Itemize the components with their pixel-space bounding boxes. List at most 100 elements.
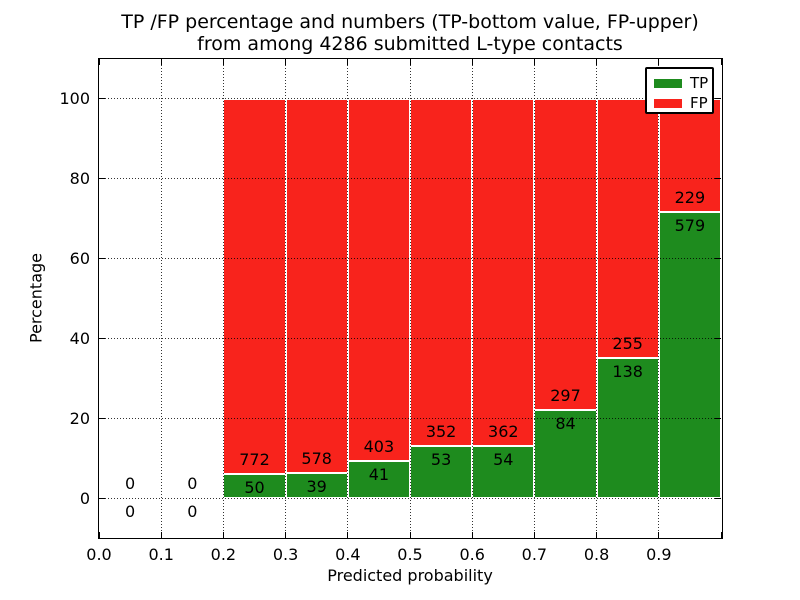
x-tick-label: 0.1: [148, 545, 174, 564]
y-tick-mark: [99, 178, 105, 180]
bar-segment-fp: [347, 98, 410, 462]
fp-count-label: 0: [125, 474, 136, 494]
bar-segment-tp: [410, 445, 473, 499]
tp-count-label: 39: [306, 476, 327, 496]
bar-segment-tp: [534, 410, 597, 499]
y-tick-label: 100: [59, 89, 90, 109]
x-tick-mark-top: [160, 59, 162, 65]
gridline-vertical: [160, 59, 162, 538]
x-tick-label: 0.8: [583, 545, 610, 564]
tp-count-label: 84: [555, 414, 576, 434]
x-tick-mark-top: [533, 59, 535, 65]
tp-count-label: 54: [493, 450, 514, 470]
x-tick-mark: [409, 532, 411, 538]
gridline-vertical: [222, 59, 224, 538]
fp-count-label: 772: [239, 449, 270, 469]
x-tick-mark-top: [347, 59, 349, 65]
fp-count-label: 403: [363, 437, 395, 457]
y-tick-mark: [99, 417, 105, 419]
bar-segment-tp: [285, 472, 348, 499]
gridline-horizontal: [99, 337, 721, 339]
y-tick-mark-right: [715, 337, 721, 339]
x-tick-label: 0.5: [397, 545, 423, 564]
y-tick-mark-right: [715, 417, 721, 419]
fp-count-label: 578: [301, 448, 332, 468]
x-tick-mark-top: [409, 59, 411, 65]
x-tick-mark: [720, 532, 722, 538]
bar-segment-tp: [347, 461, 410, 499]
chart-title-line1: TP /FP percentage and numbers (TP-bottom…: [121, 11, 699, 33]
gridline-vertical: [347, 59, 349, 538]
y-tick-mark: [99, 258, 105, 260]
fp-count-label: 229: [674, 188, 706, 208]
x-tick-mark: [533, 532, 535, 538]
fp-count-label: 0: [187, 474, 198, 494]
y-tick-label: 20: [69, 408, 90, 428]
y-tick-mark-right: [715, 258, 721, 260]
x-tick-mark: [658, 532, 660, 538]
fp-count-label: 255: [612, 333, 643, 353]
x-tick-mark-top: [285, 59, 287, 65]
fp-count-label: 297: [550, 386, 581, 406]
gridline-horizontal: [99, 258, 721, 260]
y-tick-mark-right: [715, 178, 721, 180]
legend-tp-label: TP: [690, 73, 709, 92]
bar-segment-fp: [410, 98, 473, 446]
gridline-vertical: [285, 59, 287, 538]
x-tick-mark: [222, 532, 224, 538]
bar-segment-tp: [223, 473, 286, 499]
gridline-horizontal: [99, 98, 721, 100]
x-tick-mark-top: [98, 59, 100, 65]
y-tick-mark: [99, 497, 105, 499]
bar-segment-fp: [472, 98, 535, 447]
gridline-vertical: [596, 59, 598, 538]
gridline-vertical: [658, 59, 660, 538]
x-tick-mark-top: [471, 59, 473, 65]
tp-count-label: 41: [368, 465, 390, 485]
x-tick-label: 0.9: [646, 545, 672, 564]
x-tick-label: 0.7: [521, 545, 548, 564]
x-axis-label: Predicted probability: [327, 566, 493, 585]
gridline-vertical: [471, 59, 473, 538]
x-tick-label: 0.2: [210, 545, 237, 564]
bar-segment-tp: [658, 212, 721, 499]
x-tick-label: 0.4: [335, 545, 361, 564]
y-tick-label: 0: [79, 488, 90, 508]
bar-segment-fp: [658, 98, 721, 213]
x-tick-label: 0.6: [459, 545, 485, 564]
y-tick-mark-right: [715, 497, 721, 499]
tp-count-label: 0: [187, 502, 198, 522]
x-tick-mark: [347, 532, 349, 538]
legend-fp-label: FP: [690, 93, 708, 112]
x-tick-mark: [471, 532, 473, 538]
y-axis-label: Percentage: [26, 252, 46, 344]
chart-title-line2: from among 4286 submitted L-type contact…: [197, 33, 623, 55]
legend-fp-swatch: [654, 98, 682, 108]
y-tick-mark-right: [715, 98, 721, 100]
bar-segment-tp: [472, 446, 535, 499]
x-tick-label: 0.0: [86, 545, 112, 564]
x-tick-mark: [285, 532, 287, 538]
tp-count-label: 138: [612, 361, 643, 381]
tp-count-label: 53: [430, 449, 452, 469]
legend-item-tp: TP: [647, 73, 712, 93]
bar-segment-fp: [223, 98, 286, 474]
fp-count-label: 352: [425, 421, 457, 441]
y-tick-mark: [99, 337, 105, 339]
x-tick-mark-top: [596, 59, 598, 65]
bar-segment-fp: [596, 98, 659, 358]
bar-segment-fp: [534, 98, 597, 411]
y-tick-label: 40: [69, 328, 90, 348]
x-tick-mark-top: [222, 59, 224, 65]
gridline-horizontal: [99, 497, 721, 499]
gridline-vertical: [409, 59, 411, 538]
gridline-horizontal: [99, 178, 721, 180]
gridline-vertical: [533, 59, 535, 538]
x-tick-label: 0.3: [272, 545, 299, 564]
y-tick-mark: [99, 98, 105, 100]
tp-count-label: 0: [125, 502, 136, 522]
x-tick-mark-top: [720, 59, 722, 65]
tp-count-label: 50: [244, 477, 265, 497]
x-tick-mark-top: [658, 59, 660, 65]
